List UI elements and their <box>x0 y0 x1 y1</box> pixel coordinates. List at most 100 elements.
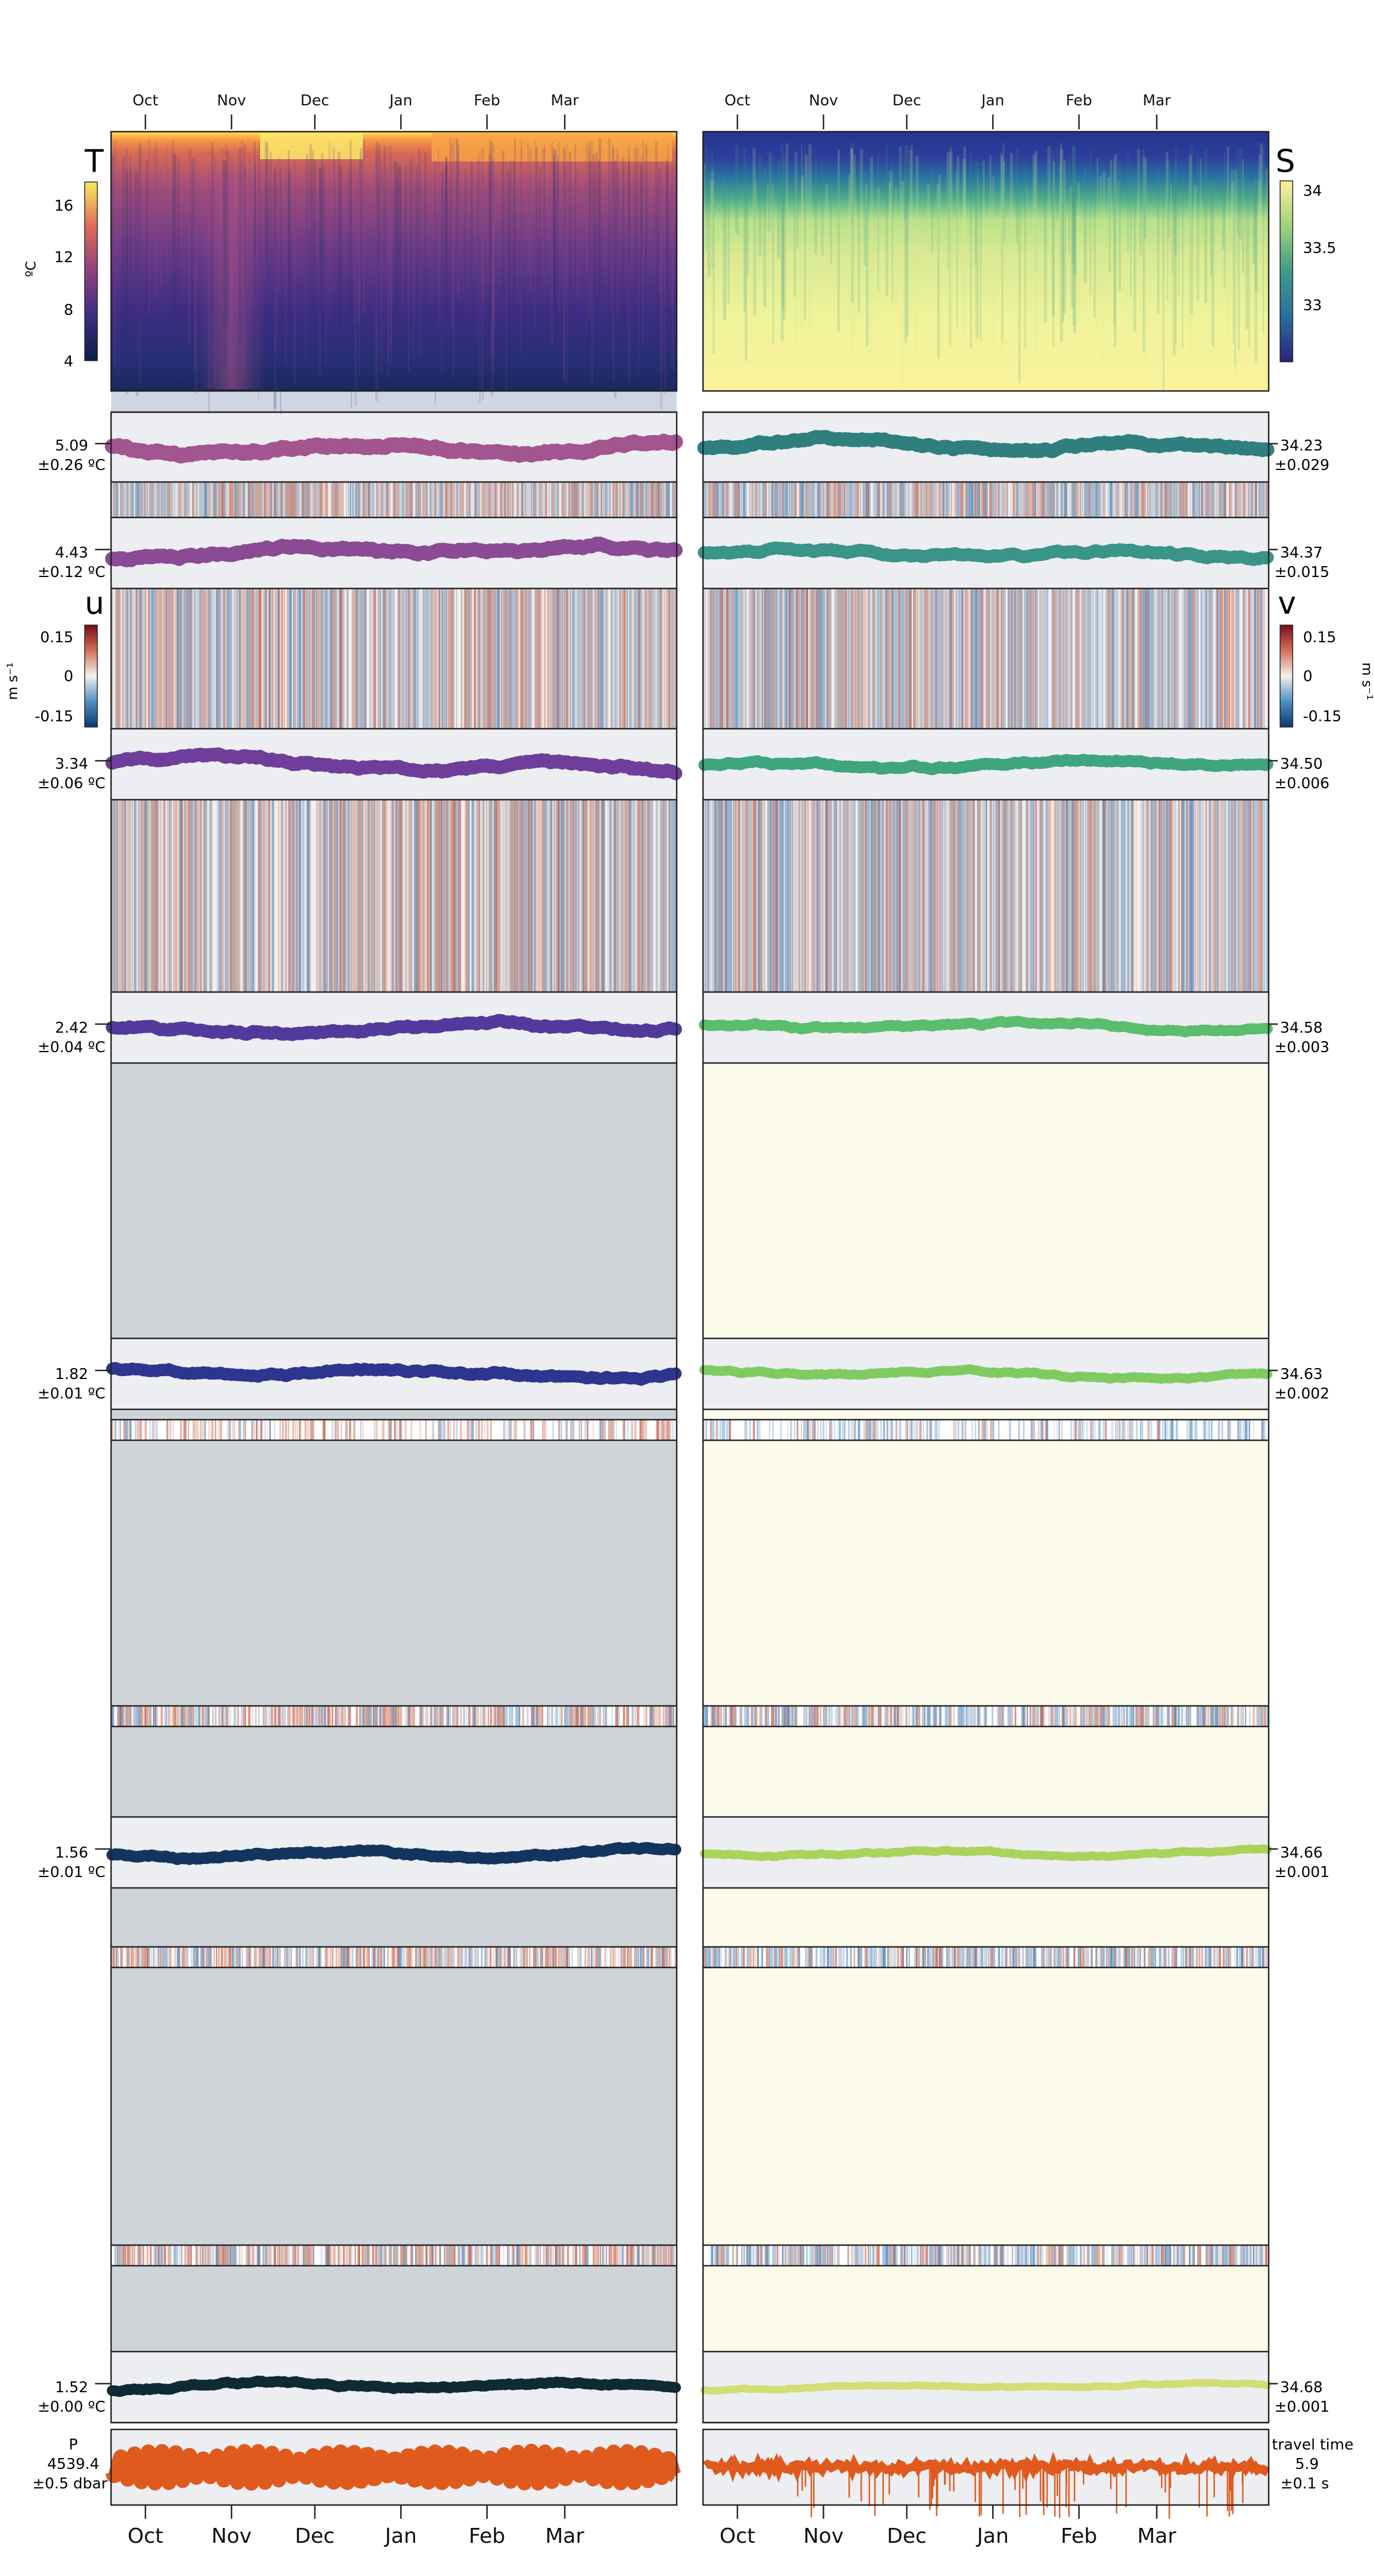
u-velocity-stripe <box>636 800 639 992</box>
u-velocity-stripe <box>153 482 155 517</box>
u-velocity-stripe <box>494 800 496 992</box>
u-velocity-stripe <box>674 482 676 517</box>
v-velocity-stripe <box>1119 482 1122 517</box>
temperature-heatmap-streak <box>557 160 559 341</box>
u-velocity-stripe <box>263 588 265 729</box>
u-velocity-stripe <box>456 588 457 729</box>
u-velocity-stripe <box>118 800 120 992</box>
v-velocity-stripe <box>866 482 867 517</box>
salinity-heatmap-streak <box>1060 143 1063 245</box>
u-velocity-stripe <box>567 800 568 992</box>
v-velocity-stripe <box>854 482 857 517</box>
v-velocity-stripe <box>993 588 996 729</box>
v-velocity-stripe <box>1150 482 1151 517</box>
v-velocity-stripe <box>735 482 737 517</box>
v-velocity-stripe <box>1199 800 1201 992</box>
v-velocity-stripe <box>926 482 929 517</box>
salinity-heatmap-streak <box>1108 187 1111 272</box>
v-velocity-stripe <box>1053 482 1055 517</box>
u-velocity-stripe <box>198 482 201 517</box>
v-velocity-stripe <box>1262 588 1264 729</box>
u-velocity-stripe <box>141 800 144 992</box>
u-velocity-stripe <box>531 482 532 517</box>
u-velocity-stripe <box>639 588 642 729</box>
u-velocity-stripe <box>140 588 141 729</box>
u-velocity-stripe <box>498 800 500 992</box>
v-velocity-stripe <box>806 482 808 517</box>
u-velocity-stripe <box>311 588 313 729</box>
u-velocity-stripe <box>247 482 250 517</box>
u-velocity-stripe <box>331 588 334 729</box>
salinity-heatmap-streak <box>863 172 867 266</box>
v-velocity-stripe <box>1123 588 1126 729</box>
v-velocity-stripe <box>1140 482 1143 517</box>
v-velocity-stripe <box>1085 482 1088 517</box>
u-velocity-stripe <box>236 800 239 992</box>
u-velocity-stripe <box>231 800 234 992</box>
u-velocity-stripe <box>316 588 317 729</box>
u-velocity-stripe <box>374 588 376 729</box>
v-velocity-stripe <box>950 482 953 517</box>
u-velocity-stripe <box>639 482 641 517</box>
u-velocity-stripe <box>637 588 639 729</box>
u-velocity-stripe <box>512 482 515 517</box>
u-velocity-stripe <box>629 482 632 517</box>
v-velocity-stripe <box>791 588 792 729</box>
v-velocity-stripe <box>1058 588 1061 729</box>
v-velocity-stripe <box>919 588 921 729</box>
v-velocity-stripe <box>1010 588 1013 729</box>
v-velocity-stripe <box>1265 482 1266 517</box>
temperature-heatmap-streak <box>543 145 546 271</box>
u-velocity-stripe <box>601 800 603 992</box>
u-velocity-stripe <box>290 588 292 729</box>
u-velocity-stripe <box>183 588 185 729</box>
u-velocity-stripe <box>378 588 380 729</box>
v-velocity-stripe <box>1160 482 1162 517</box>
u-velocity-stripe <box>437 588 439 729</box>
u-velocity-stripe <box>334 482 337 517</box>
v-velocity-stripe <box>955 588 957 729</box>
u-velocity-stripe <box>424 800 426 992</box>
u-velocity-stripe <box>291 800 293 992</box>
v-velocity-stripe <box>1070 588 1072 729</box>
u-velocity-stripe <box>365 482 368 517</box>
salinity-heatmap-streak <box>830 180 832 265</box>
u-velocity-stripe <box>522 482 524 517</box>
v-velocity-stripe <box>1154 588 1155 729</box>
u-velocity-stripe <box>356 482 359 517</box>
u-velocity-stripe <box>435 482 437 517</box>
v-velocity-stripe <box>1022 482 1024 517</box>
v-velocity-stripe <box>891 588 894 729</box>
v-velocity-stripe <box>1013 588 1016 729</box>
v-velocity-stripe <box>815 588 818 729</box>
u-velocity-stripe <box>499 588 501 729</box>
u-velocity-stripe <box>672 588 674 729</box>
v-velocity-stripe <box>931 588 934 729</box>
salinity-heatmap-streak <box>1044 187 1047 323</box>
u-velocity-stripe <box>583 588 586 729</box>
v-velocity-stripe <box>994 588 997 729</box>
u-velocity-stripe <box>595 800 597 992</box>
u-velocity-stripe <box>206 588 207 729</box>
v-velocity-stripe <box>902 482 904 517</box>
v-velocity-stripe <box>1208 588 1210 729</box>
u-velocity-stripe <box>480 800 483 992</box>
u-velocity-stripe <box>397 482 400 517</box>
u-velocity-stripe <box>183 588 185 729</box>
v-velocity-stripe <box>1123 588 1124 729</box>
u-velocity-stripe <box>594 482 596 517</box>
u-velocity-stripe <box>225 800 227 992</box>
u-velocity-stripe <box>236 588 238 729</box>
u-velocity-stripe <box>364 588 366 729</box>
v-velocity-stripe <box>807 482 809 517</box>
v-velocity-stripe <box>827 482 830 517</box>
u-velocity-stripe <box>669 482 670 517</box>
u-velocity-stripe <box>369 588 371 729</box>
u-velocity-stripe <box>572 482 574 517</box>
v-velocity-stripe <box>804 482 807 517</box>
v-velocity-stripe <box>1078 588 1080 729</box>
v-velocity-stripe <box>892 588 895 729</box>
v-velocity-stripe <box>1056 482 1059 517</box>
u-velocity-stripe <box>635 482 638 517</box>
v-velocity-stripe <box>1219 482 1221 517</box>
